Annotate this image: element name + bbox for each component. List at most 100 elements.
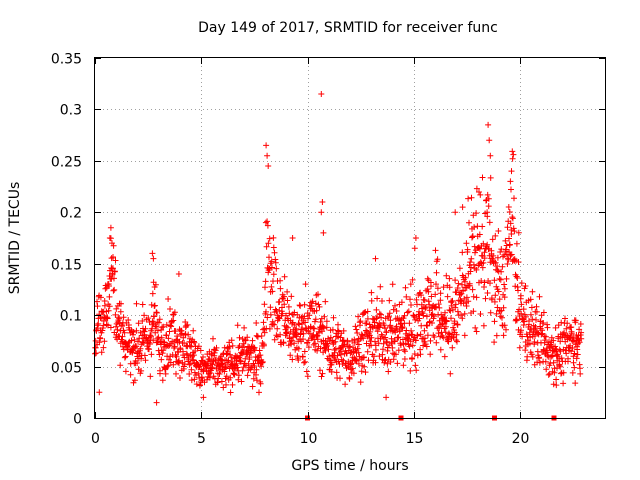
data-point bbox=[470, 308, 477, 315]
data-point bbox=[112, 257, 119, 264]
data-point bbox=[383, 394, 390, 401]
data-point bbox=[508, 251, 515, 258]
data-point bbox=[393, 323, 400, 330]
data-point bbox=[120, 314, 127, 321]
data-point bbox=[133, 327, 140, 334]
data-point bbox=[513, 316, 519, 323]
data-point bbox=[277, 285, 284, 292]
data-point bbox=[527, 334, 534, 341]
data-point bbox=[146, 346, 152, 353]
data-point bbox=[410, 312, 417, 319]
data-point bbox=[491, 277, 498, 284]
data-point bbox=[508, 231, 515, 237]
data-point bbox=[423, 343, 430, 350]
data-point bbox=[111, 268, 118, 275]
data-point bbox=[304, 373, 311, 380]
data-point bbox=[335, 321, 341, 328]
data-point bbox=[514, 275, 521, 281]
y-tick-label: 0.35 bbox=[51, 52, 82, 68]
data-point bbox=[487, 309, 494, 316]
data-point bbox=[424, 332, 431, 339]
data-point bbox=[433, 339, 440, 346]
data-point bbox=[564, 320, 571, 327]
data-point bbox=[501, 281, 508, 288]
data-point bbox=[406, 343, 413, 350]
data-point bbox=[171, 309, 178, 316]
data-point bbox=[502, 237, 509, 244]
data-point bbox=[560, 380, 567, 387]
data-point bbox=[268, 283, 275, 290]
data-point bbox=[536, 359, 543, 366]
data-point bbox=[218, 378, 225, 385]
data-point bbox=[418, 322, 425, 329]
data-point bbox=[412, 337, 419, 344]
data-point bbox=[350, 370, 357, 377]
data-point bbox=[578, 335, 585, 342]
data-point bbox=[358, 368, 365, 375]
x-tick-label: 0 bbox=[91, 431, 100, 447]
data-point bbox=[411, 351, 418, 357]
data-point bbox=[427, 351, 434, 358]
data-point bbox=[145, 315, 152, 322]
data-point bbox=[435, 330, 442, 337]
data-point bbox=[220, 384, 227, 391]
data-point bbox=[452, 301, 459, 308]
data-point bbox=[316, 329, 322, 336]
data-point bbox=[340, 327, 347, 334]
data-point bbox=[294, 311, 301, 318]
data-point bbox=[153, 323, 160, 330]
data-point bbox=[254, 333, 261, 340]
data-point bbox=[493, 310, 500, 317]
data-point bbox=[216, 371, 223, 377]
data-point bbox=[407, 367, 414, 374]
data-point bbox=[392, 302, 398, 309]
data-point bbox=[109, 240, 115, 247]
data-point bbox=[287, 352, 294, 359]
data-point bbox=[377, 283, 384, 290]
data-point bbox=[442, 323, 449, 330]
data-point bbox=[229, 342, 236, 349]
data-point bbox=[103, 321, 110, 328]
data-point bbox=[482, 295, 489, 302]
data-point bbox=[264, 218, 271, 225]
data-point bbox=[501, 322, 508, 329]
data-point bbox=[223, 351, 230, 357]
data-point bbox=[260, 319, 267, 326]
data-point bbox=[305, 344, 312, 351]
data-point bbox=[384, 360, 391, 367]
data-point bbox=[244, 372, 251, 379]
data-point bbox=[207, 370, 214, 376]
data-point bbox=[355, 360, 362, 367]
data-point bbox=[426, 301, 433, 308]
data-point bbox=[223, 373, 230, 380]
data-point bbox=[536, 354, 543, 361]
data-point bbox=[139, 318, 146, 324]
data-point bbox=[314, 347, 321, 354]
data-point bbox=[577, 321, 584, 327]
data-point bbox=[417, 351, 424, 358]
data-point bbox=[548, 342, 555, 349]
data-point bbox=[569, 345, 576, 351]
data-point bbox=[455, 280, 462, 287]
data-point bbox=[552, 345, 559, 352]
data-point bbox=[390, 356, 397, 363]
data-point bbox=[303, 368, 310, 375]
data-point bbox=[271, 249, 278, 256]
data-point bbox=[492, 259, 499, 266]
data-point bbox=[113, 323, 119, 330]
data-point bbox=[322, 347, 329, 354]
data-point bbox=[259, 359, 266, 366]
data-point bbox=[558, 355, 565, 362]
data-point bbox=[315, 291, 321, 298]
data-point bbox=[480, 240, 487, 247]
data-point bbox=[122, 353, 129, 360]
data-point bbox=[496, 296, 503, 303]
data-point bbox=[277, 331, 284, 338]
data-point bbox=[281, 293, 287, 300]
data-point bbox=[101, 338, 108, 345]
data-point bbox=[167, 322, 174, 329]
data-point bbox=[518, 310, 525, 317]
data-point bbox=[412, 235, 419, 241]
data-point bbox=[471, 224, 478, 231]
data-point bbox=[485, 195, 492, 202]
